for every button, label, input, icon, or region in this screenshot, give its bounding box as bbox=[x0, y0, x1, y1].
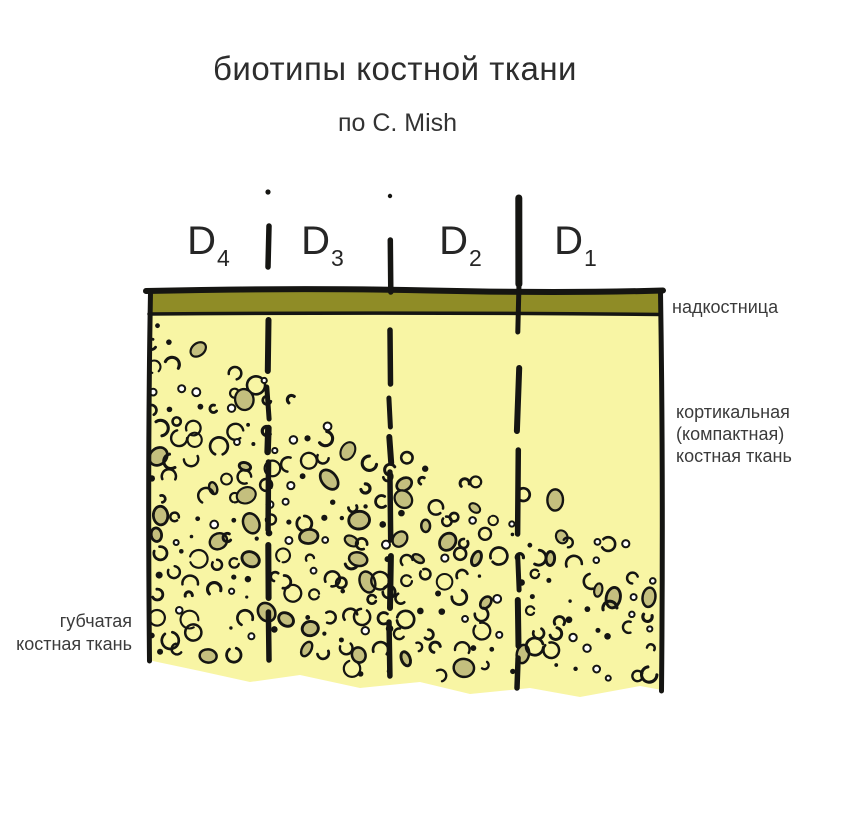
density-label-d1-base: D bbox=[554, 219, 584, 263]
spongy-bone-label-line2: костная ткань bbox=[16, 634, 132, 654]
spongy-bone-label-line1: губчатая bbox=[59, 611, 132, 631]
zone-divider-dashed-lines bbox=[264, 189, 523, 691]
density-label-d1: D1 bbox=[554, 219, 597, 271]
bone-right-border bbox=[658, 289, 665, 694]
density-label-d3: D3 bbox=[301, 219, 344, 271]
density-label-d1-sub: 1 bbox=[584, 245, 597, 271]
cortical-bone-label-line2: (компактная) bbox=[676, 424, 785, 444]
cortical-bone-label-line3: костная ткань bbox=[676, 446, 792, 466]
cortical-bone-label-line1: кортикальная bbox=[676, 402, 790, 422]
spongy-bone-label: губчатая костная ткань bbox=[8, 610, 132, 656]
density-label-d2-base: D bbox=[439, 219, 469, 263]
cortical-bone-label: кортикальная (компактная) костная ткань bbox=[676, 401, 792, 467]
periosteum-bottom-line bbox=[147, 311, 663, 317]
density-label-d3-base: D bbox=[301, 219, 331, 263]
figure-title: биотипы костной ткани bbox=[212, 50, 577, 87]
bone-left-border bbox=[146, 289, 153, 664]
bone-top-border bbox=[143, 286, 666, 295]
density-label-d3-sub: 3 bbox=[331, 245, 344, 271]
density-label-d2-sub: 2 bbox=[469, 245, 482, 271]
density-label-d4-sub: 4 bbox=[217, 245, 230, 271]
density-label-d4-base: D bbox=[187, 219, 217, 263]
periosteum-band bbox=[148, 292, 662, 314]
density-label-d2: D2 bbox=[439, 219, 482, 271]
figure-subtitle: по C. Mish bbox=[337, 109, 458, 137]
periosteum-label: надкостница bbox=[672, 297, 779, 317]
trabecular-texture bbox=[148, 323, 659, 684]
density-label-d4: D4 bbox=[187, 219, 230, 271]
